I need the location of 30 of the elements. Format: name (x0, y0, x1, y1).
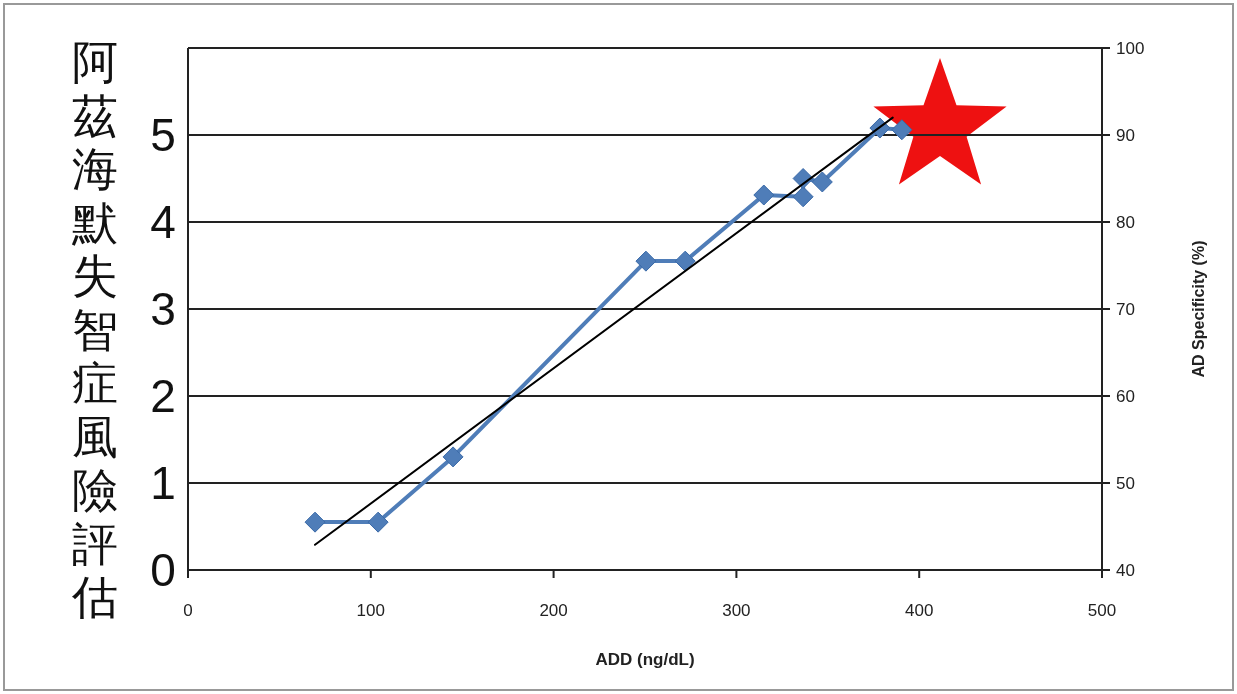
x-tick-label: 200 (539, 601, 568, 620)
y-tick-label: 4 (150, 196, 176, 248)
y-tick-label: 2 (150, 370, 176, 422)
x-tick-label: 0 (183, 601, 193, 620)
x-tick-label: 500 (1087, 601, 1117, 620)
point (304, 511, 326, 533)
point (442, 446, 464, 468)
text: 阿茲海默失智症風險評估 (72, 36, 118, 623)
x-tick-label: 400 (905, 601, 934, 620)
x-tick-label: 300 (722, 601, 751, 620)
y2-tick-label: 40 (1116, 561, 1135, 580)
point (811, 171, 833, 193)
y2-tick-label: 80 (1116, 213, 1135, 232)
y-tick-label: 1 (150, 457, 176, 509)
y-tick-label: 3 (150, 283, 176, 335)
point (792, 186, 814, 208)
point (635, 250, 657, 272)
y2-tick-label: 100 (1116, 39, 1145, 58)
y2-tick-label: 50 (1116, 474, 1135, 493)
y2-tick-label: 90 (1116, 126, 1135, 145)
point (753, 184, 775, 206)
point (367, 511, 389, 533)
x-tick-label: 100 (356, 601, 385, 620)
y-tick-label: 5 (150, 109, 176, 161)
point (674, 250, 696, 272)
x-axis-title: ADD (ng/dL) (595, 650, 695, 669)
point (891, 119, 913, 141)
y2-tick-label: 70 (1116, 300, 1135, 319)
y2-tick-label: 60 (1116, 387, 1135, 406)
y2-axis-title: AD Specificity (%) (1190, 240, 1207, 378)
